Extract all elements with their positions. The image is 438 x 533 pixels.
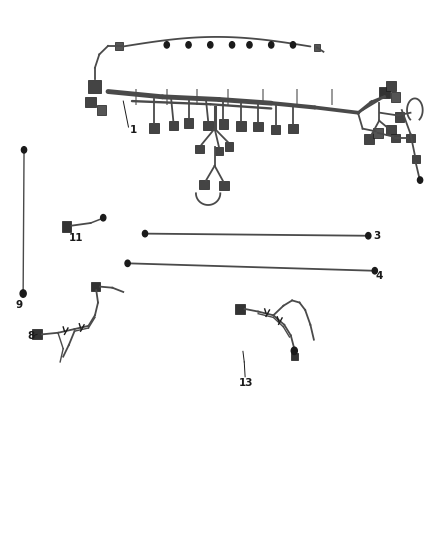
Circle shape [101,215,106,221]
Bar [253,122,263,131]
Bar [373,128,383,138]
Text: 13: 13 [239,378,253,388]
Text: 3: 3 [374,231,381,241]
Circle shape [142,230,148,237]
Bar [115,42,123,50]
Bar [386,82,396,91]
Bar [386,125,396,135]
Bar [85,97,96,108]
Circle shape [372,268,378,274]
Circle shape [186,42,191,48]
Bar [88,79,102,93]
Bar [364,134,374,144]
Bar [91,282,100,292]
Circle shape [268,42,274,48]
Bar [215,147,223,155]
Text: 9: 9 [16,300,23,310]
Circle shape [291,347,297,354]
Circle shape [208,42,213,48]
Bar [219,119,228,128]
Bar [169,120,178,130]
Circle shape [21,147,27,153]
Bar [391,134,399,142]
Bar [235,304,245,314]
Bar [314,44,320,51]
Bar [236,121,246,131]
Bar [379,87,390,99]
Circle shape [417,177,423,183]
Circle shape [20,290,26,297]
Bar [184,118,193,127]
Circle shape [247,42,252,48]
Bar [406,134,415,142]
Circle shape [290,42,296,48]
Circle shape [230,42,235,48]
Bar [195,144,204,153]
Text: 1: 1 [130,125,137,135]
Bar [97,106,106,115]
Bar [412,155,420,163]
Bar [149,123,159,133]
Text: 4: 4 [376,271,383,280]
Bar [199,180,209,189]
Circle shape [164,42,170,48]
Bar [271,125,280,134]
Text: 8: 8 [28,332,35,342]
Bar [391,92,399,102]
Bar [32,329,42,340]
Circle shape [125,260,130,266]
Text: 11: 11 [69,233,83,244]
Bar [219,181,229,190]
Bar [203,120,213,130]
Bar [225,142,233,151]
Circle shape [366,232,371,239]
Bar [288,124,298,133]
Bar [62,221,71,232]
Bar [291,353,297,360]
Bar [395,112,404,122]
